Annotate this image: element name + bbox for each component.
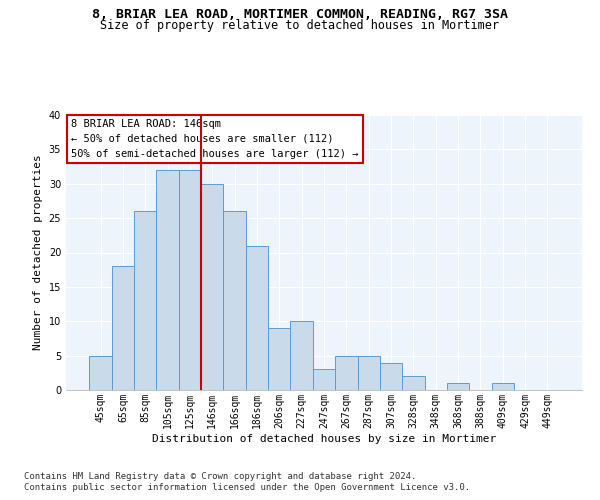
Bar — [179, 170, 201, 390]
Y-axis label: Number of detached properties: Number of detached properties — [33, 154, 43, 350]
Bar — [89, 356, 112, 390]
Bar — [246, 246, 268, 390]
Bar — [112, 266, 134, 390]
Bar — [402, 376, 425, 390]
Bar — [335, 356, 358, 390]
Bar — [134, 211, 157, 390]
Text: 8, BRIAR LEA ROAD, MORTIMER COMMON, READING, RG7 3SA: 8, BRIAR LEA ROAD, MORTIMER COMMON, READ… — [92, 8, 508, 20]
Text: Contains public sector information licensed under the Open Government Licence v3: Contains public sector information licen… — [24, 484, 470, 492]
Bar — [290, 322, 313, 390]
Bar — [491, 383, 514, 390]
Bar — [313, 370, 335, 390]
Text: Contains HM Land Registry data © Crown copyright and database right 2024.: Contains HM Land Registry data © Crown c… — [24, 472, 416, 481]
Bar — [358, 356, 380, 390]
Bar — [447, 383, 469, 390]
Bar — [157, 170, 179, 390]
Bar — [268, 328, 290, 390]
Bar — [223, 211, 246, 390]
Text: 8 BRIAR LEA ROAD: 146sqm
← 50% of detached houses are smaller (112)
50% of semi-: 8 BRIAR LEA ROAD: 146sqm ← 50% of detach… — [71, 119, 359, 158]
Bar — [380, 362, 402, 390]
Bar — [201, 184, 223, 390]
X-axis label: Distribution of detached houses by size in Mortimer: Distribution of detached houses by size … — [152, 434, 496, 444]
Text: Size of property relative to detached houses in Mortimer: Size of property relative to detached ho… — [101, 19, 499, 32]
